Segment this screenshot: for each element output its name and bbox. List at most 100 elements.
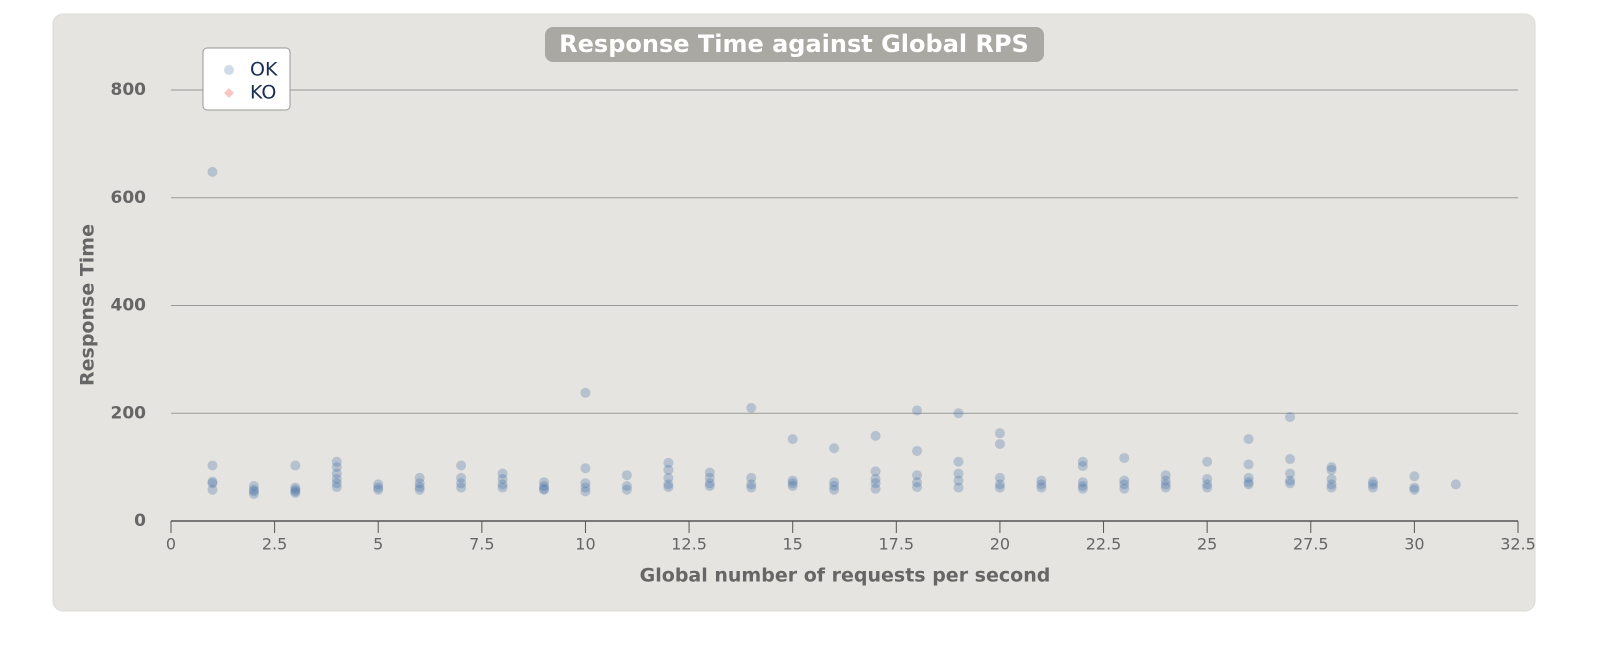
point <box>704 472 715 483</box>
y-tick-label: 800 <box>111 80 147 100</box>
point <box>1119 452 1130 463</box>
y-axis-label: Response Time <box>77 224 99 386</box>
point <box>1243 459 1254 470</box>
point <box>1285 454 1296 465</box>
point <box>331 482 342 493</box>
point <box>1367 476 1378 487</box>
point <box>870 473 881 484</box>
point <box>787 475 798 486</box>
point <box>621 470 632 481</box>
point <box>456 460 467 471</box>
point <box>373 482 384 493</box>
point <box>994 479 1005 490</box>
point <box>621 484 632 495</box>
point <box>1160 479 1171 490</box>
point <box>1409 471 1420 482</box>
point <box>1326 482 1337 493</box>
point <box>746 479 757 490</box>
point <box>953 468 964 479</box>
panel <box>52 13 1536 612</box>
point <box>497 479 508 490</box>
point <box>248 480 259 491</box>
point <box>414 482 425 493</box>
point <box>1326 462 1337 473</box>
point <box>912 405 923 416</box>
point <box>414 472 425 483</box>
point <box>1326 473 1337 484</box>
point <box>1119 479 1130 490</box>
x-tick-label: 27.5 <box>1293 535 1329 554</box>
point <box>1409 482 1420 493</box>
point <box>1243 434 1254 445</box>
point <box>746 482 757 493</box>
point <box>1243 477 1254 488</box>
point <box>953 475 964 486</box>
y-tick-label: 0 <box>134 511 146 531</box>
point <box>912 477 923 488</box>
point <box>539 484 550 495</box>
point <box>829 477 840 488</box>
point <box>1285 475 1296 486</box>
point <box>994 438 1005 449</box>
y-tick-label: 200 <box>111 403 147 423</box>
point <box>994 482 1005 493</box>
point <box>1285 468 1296 479</box>
point <box>331 478 342 489</box>
point <box>248 489 259 500</box>
point <box>1036 479 1047 490</box>
point <box>580 482 591 493</box>
point <box>704 480 715 491</box>
point <box>207 166 218 177</box>
point <box>1202 473 1213 484</box>
point <box>829 484 840 495</box>
point <box>414 478 425 489</box>
x-tick-label: 25 <box>1197 535 1217 554</box>
point <box>870 478 881 489</box>
point <box>1243 472 1254 483</box>
point <box>290 482 301 493</box>
legend-label: OK <box>250 59 278 81</box>
point <box>1160 475 1171 486</box>
grid: 0 200 400 600 800 0 2.5 5 7.5 10 12.5 15 17.5 20 22.5 2… <box>111 80 1536 554</box>
point <box>829 443 840 454</box>
point <box>953 456 964 467</box>
x-tick-label: 22.5 <box>1086 535 1122 554</box>
x-axis-label: Global number of requests per second <box>640 565 1051 587</box>
point <box>456 482 467 493</box>
point <box>331 468 342 479</box>
point <box>787 480 798 491</box>
point <box>331 462 342 473</box>
point <box>870 430 881 441</box>
point <box>539 483 550 494</box>
point <box>746 402 757 413</box>
point <box>580 463 591 474</box>
point <box>290 487 301 498</box>
legend-marker <box>224 65 234 75</box>
point <box>1202 456 1213 467</box>
point <box>994 472 1005 483</box>
point <box>1077 461 1088 472</box>
point <box>456 472 467 483</box>
x-tick-label: 20 <box>990 535 1010 554</box>
y-tick-label: 400 <box>111 296 147 316</box>
point <box>248 486 259 497</box>
point <box>1367 482 1378 493</box>
point <box>1036 475 1047 486</box>
chart-title: Response Time against Global RPS <box>559 30 1029 58</box>
point <box>248 484 259 495</box>
point <box>829 480 840 491</box>
point <box>1285 478 1296 489</box>
x-tick-label: 0 <box>166 535 176 554</box>
point <box>953 482 964 493</box>
point <box>912 470 923 481</box>
point <box>290 460 301 471</box>
point <box>1409 484 1420 495</box>
x-tick-label: 15 <box>783 535 803 554</box>
point <box>746 472 757 483</box>
point <box>663 457 674 468</box>
point <box>1160 470 1171 481</box>
point <box>1077 483 1088 494</box>
point <box>1077 456 1088 467</box>
point <box>497 482 508 493</box>
